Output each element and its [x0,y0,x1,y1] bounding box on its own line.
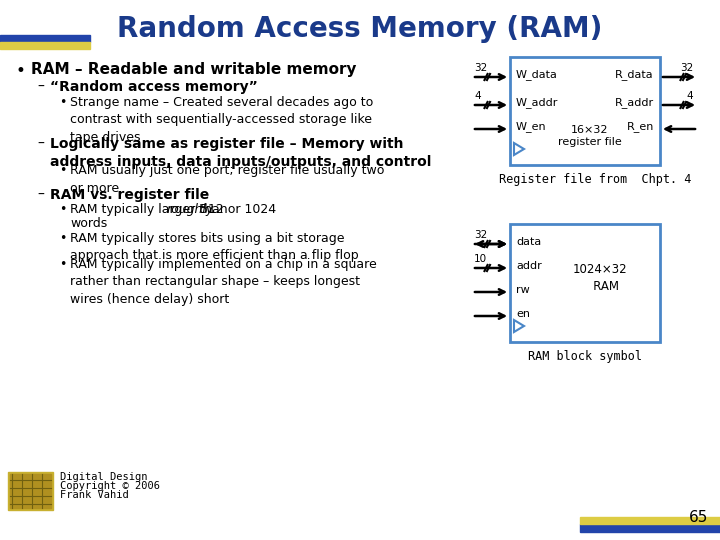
Bar [510,224,660,342]
Text: 4: 4 [686,91,693,101]
Bar [10,474,51,508]
Text: •: • [59,164,66,177]
Text: –: – [37,80,44,94]
Text: rw: rw [516,285,530,295]
Text: R_en: R_en [626,122,654,132]
Text: words: words [70,217,107,230]
Text: RAM typically implemented on a chip in a square
rather than rectangular shape – : RAM typically implemented on a chip in a… [70,258,377,306]
Bar [8,472,53,510]
Text: W_addr: W_addr [516,98,559,109]
Text: 16×32
register file: 16×32 register file [558,125,622,147]
Text: RAM typically larger than: RAM typically larger than [70,203,232,216]
Text: “Random access memory”: “Random access memory” [50,80,258,94]
Text: Digital Design: Digital Design [60,472,148,482]
Text: en: en [516,309,530,319]
Text: 65: 65 [688,510,708,525]
Text: 32: 32 [474,63,487,73]
Text: data: data [516,237,541,247]
Text: 10: 10 [474,254,487,264]
Text: •: • [59,232,66,245]
Text: R_addr: R_addr [615,98,654,109]
Text: 512 or 1024: 512 or 1024 [196,203,276,216]
Text: –: – [37,137,44,151]
Text: Random Access Memory (RAM): Random Access Memory (RAM) [117,15,603,43]
Text: RAM usually just one port; register file usually two
or more: RAM usually just one port; register file… [70,164,384,194]
Bar [0,35,90,42]
Text: RAM – Readable and writable memory: RAM – Readable and writable memory [31,62,356,77]
Text: W_en: W_en [516,122,546,132]
Text: •: • [59,258,66,271]
Text: Register file from  Chpt. 4: Register file from Chpt. 4 [499,173,691,186]
Text: Frank Vahid: Frank Vahid [60,490,129,500]
Text: 32: 32 [474,230,487,240]
Text: addr: addr [516,261,541,271]
Text: 32: 32 [680,63,693,73]
Text: •: • [59,96,66,109]
Bar [580,524,720,532]
Text: Logically same as register file – Memory with
address inputs, data inputs/output: Logically same as register file – Memory… [50,137,431,169]
Text: Strange name – Created several decades ago to
contrast with sequentially-accesse: Strange name – Created several decades a… [70,96,373,144]
Bar [0,42,90,49]
Text: W_data: W_data [516,70,558,80]
Text: RAM vs. register file: RAM vs. register file [50,188,210,202]
Text: roughly: roughly [167,203,215,216]
Text: •: • [15,62,25,80]
Bar [580,517,720,524]
Text: R_data: R_data [616,70,654,80]
Text: 1024×32
   RAM: 1024×32 RAM [572,263,627,293]
Text: –: – [37,188,44,202]
Text: RAM typically stores bits using a bit storage
approach that is more efficient th: RAM typically stores bits using a bit st… [70,232,359,262]
Bar [510,57,660,165]
Text: Copyright © 2006: Copyright © 2006 [60,481,160,491]
Text: •: • [59,203,66,216]
Text: RAM block symbol: RAM block symbol [528,350,642,363]
Text: 4: 4 [474,91,481,101]
